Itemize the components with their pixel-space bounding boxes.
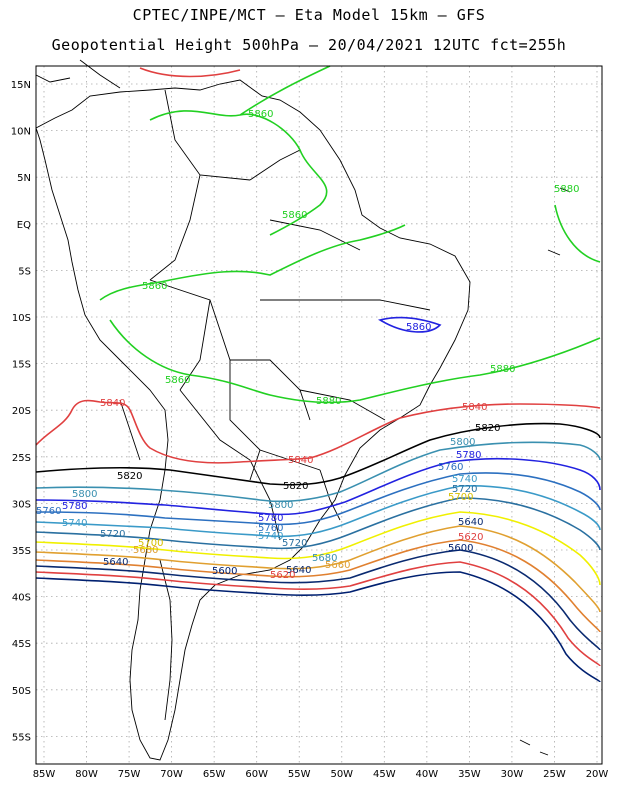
contour-5840-west (35, 399, 601, 464)
contour-5800 (35, 441, 601, 503)
coastlines (35, 59, 571, 761)
contour-label: 5780 (62, 501, 87, 512)
contour-5700 (35, 511, 601, 586)
contour-label: 5780 (456, 450, 481, 461)
latitude-tick-label: 15N (11, 80, 31, 91)
contour-5620 (35, 561, 601, 667)
contour-label: 5860 (248, 109, 273, 120)
contour-label: 5640 (286, 565, 311, 576)
contour-5820 (35, 422, 601, 486)
contour-label: 5840 (288, 455, 313, 466)
contour-5660 (35, 539, 601, 633)
longitude-tick-label: 45W (373, 769, 396, 780)
latitude-tick-label: EQ (17, 220, 31, 231)
contour-label: 5800 (268, 500, 293, 511)
contour-label: 5760 (438, 462, 463, 473)
contour-label: 5780 (258, 513, 283, 524)
contour-5860-north (149, 65, 331, 236)
contour-5760 (35, 472, 601, 526)
latitude-tick-label: 40S (12, 593, 31, 604)
latitude-tick-label: 10N (11, 127, 31, 138)
contour-label: 5720 (100, 529, 125, 540)
longitude-tick-label: 70W (160, 769, 183, 780)
contour-lines (35, 65, 601, 683)
latitude-tick-label: 5N (17, 173, 31, 184)
longitude-tick-labels: 85W 80W 75W 70W 65W 60W 55W 50W 45W 40W 35W 30W 25W 2… (33, 769, 609, 780)
contour-5880 (139, 67, 241, 78)
contour-label: 5880 (316, 396, 341, 407)
latitude-tick-label: 5S (18, 266, 31, 277)
contour-label: 5860 (142, 281, 167, 292)
latitude-tick-label: 10S (12, 313, 31, 324)
contour-label: 5660 (325, 560, 350, 571)
contour-5860-south (109, 319, 601, 404)
grid-lines (36, 66, 602, 764)
contour-5780 (35, 457, 601, 516)
contour-label: 5740 (62, 518, 87, 529)
latitude-tick-label: 25S (12, 453, 31, 464)
contour-label: 5820 (117, 471, 142, 482)
contour-label: 5800 (450, 437, 475, 448)
longitude-tick-label: 30W (501, 769, 524, 780)
contour-label: 5760 (258, 523, 283, 534)
contour-label: 5720 (282, 538, 307, 549)
contour-label: 5740 (452, 474, 477, 485)
contour-label: 5600 (212, 566, 237, 577)
contour-5680 (35, 525, 601, 613)
contour-label: 5880 (554, 184, 579, 195)
latitude-tick-labels: 15N 10N 5N EQ 5S 10S 15S 20S 25S 30S 35S 40S 45S 50S 5… (11, 80, 31, 743)
contour-label: 5820 (283, 481, 308, 492)
contour-label: 5860 (165, 375, 190, 386)
contour-label: 5640 (458, 517, 483, 528)
contour-label: 5600 (448, 543, 473, 554)
contour-5860-blue (377, 316, 442, 333)
contour-5720 (35, 497, 601, 551)
latitude-tick-label: 45S (12, 639, 31, 650)
contour-5740 (35, 484, 601, 538)
contour-5600 (35, 571, 601, 683)
longitude-tick-label: 55W (288, 769, 311, 780)
contour-label: 5820 (475, 423, 500, 434)
latitude-tick-label: 15S (12, 360, 31, 371)
longitude-tick-label: 65W (203, 769, 226, 780)
contour-label: 5840 (100, 398, 125, 409)
longitude-tick-label: 85W (33, 769, 56, 780)
longitude-tick-label: 50W (330, 769, 353, 780)
longitude-tick-label: 80W (75, 769, 98, 780)
contour-label: 5860 (406, 322, 431, 333)
longitude-tick-label: 60W (245, 769, 268, 780)
contour-label: 5880 (490, 364, 515, 375)
contour-label: 5740 (258, 531, 283, 542)
map-frame (35, 65, 603, 765)
contour-label: 5860 (282, 210, 307, 221)
contour-label: 5800 (72, 489, 97, 500)
contour-5640 (35, 549, 601, 651)
contour-label: 5720 (452, 484, 477, 495)
latitude-tick-label: 35S (12, 546, 31, 557)
latitude-tick-label: 20S (12, 406, 31, 417)
longitude-tick-label: 75W (118, 769, 141, 780)
contour-labels: 5860 5860 5880 5860 5860 5880 5880 5860 … (36, 109, 579, 581)
latitude-tick-label: 30S (12, 499, 31, 510)
latitude-tick-label: 55S (12, 732, 31, 743)
contour-label: 5700 (448, 492, 473, 503)
longitude-tick-label: 25W (543, 769, 566, 780)
contour-label: 5680 (133, 545, 158, 556)
longitude-tick-label: 20W (586, 769, 609, 780)
contour-label: 5840 (462, 402, 487, 413)
title-line-1: CPTEC/INPE/MCT – Eta Model 15km – GFS (132, 6, 486, 24)
contour-label: 5700 (138, 538, 163, 549)
longitude-tick-label: 40W (416, 769, 439, 780)
contour-label: 5620 (270, 570, 295, 581)
latitude-tick-label: 50S (12, 686, 31, 697)
contour-5860-east (554, 204, 601, 263)
title-line-2: Geopotential Height 500hPa – 20/04/2021 … (51, 36, 567, 54)
contour-label: 5620 (458, 532, 483, 543)
contour-label: 5680 (312, 553, 337, 564)
contour-5860-mid (99, 224, 406, 301)
contour-label: 5760 (36, 506, 61, 517)
contour-label: 5640 (103, 557, 128, 568)
longitude-tick-label: 35W (458, 769, 481, 780)
